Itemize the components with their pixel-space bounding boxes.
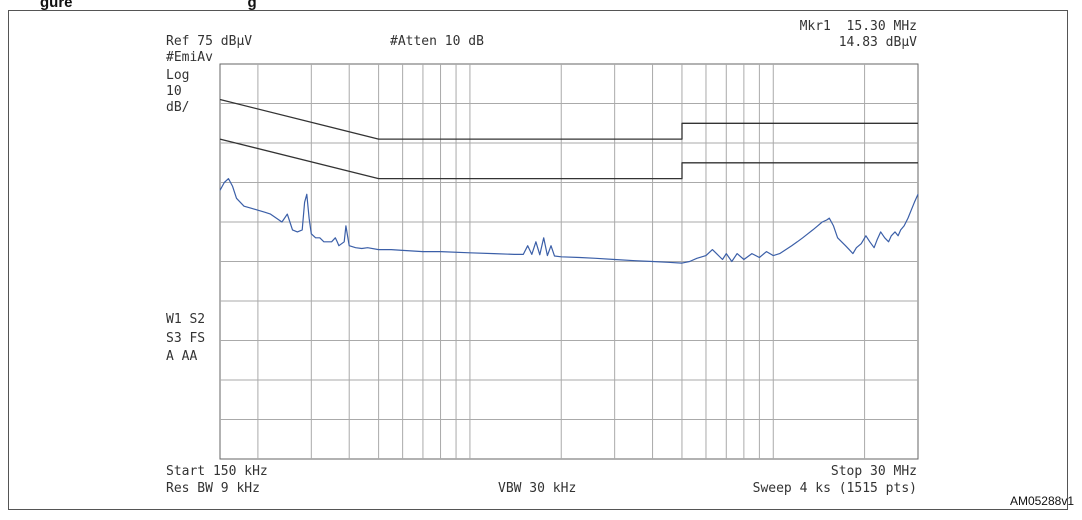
video-bandwidth: VBW 30 kHz: [498, 481, 577, 496]
sweep-info: Sweep 4 ks (1515 pts): [752, 481, 917, 496]
scale-type: Log: [166, 68, 190, 83]
marker-label: Mkr1: [799, 19, 831, 34]
start-frequency: Start 150 kHz: [166, 464, 268, 479]
marker-readout: Mkr1 15.30 MHz: [755, 19, 917, 34]
marker-frequency: 15.30 MHz: [846, 19, 917, 34]
attenuation: #Atten 10 dB: [390, 34, 484, 49]
series-measured-trace: [219, 178, 919, 264]
flag-line-3: A AA: [166, 349, 198, 364]
stop-frequency: Stop 30 MHz: [830, 464, 917, 479]
detector-label: #EmiAv: [166, 50, 213, 65]
figure-caption-fragment: gure g: [40, 0, 257, 11]
figure-id: AM05288v1: [1009, 494, 1074, 508]
series-limit-lower: [219, 138, 918, 180]
marker-level: 14.83 dBµV: [838, 35, 917, 50]
reference-level: Ref 75 dBµV: [166, 34, 253, 49]
series-limit-upper: [219, 98, 918, 140]
resolution-bandwidth: Res BW 9 kHz: [166, 481, 260, 496]
flag-line-2: S3 FS: [166, 331, 206, 346]
flag-line-1: W1 S2: [166, 312, 206, 327]
scale-unit: dB/: [166, 100, 190, 115]
scale-value: 10: [166, 84, 182, 99]
figure-frame: [8, 10, 1068, 510]
